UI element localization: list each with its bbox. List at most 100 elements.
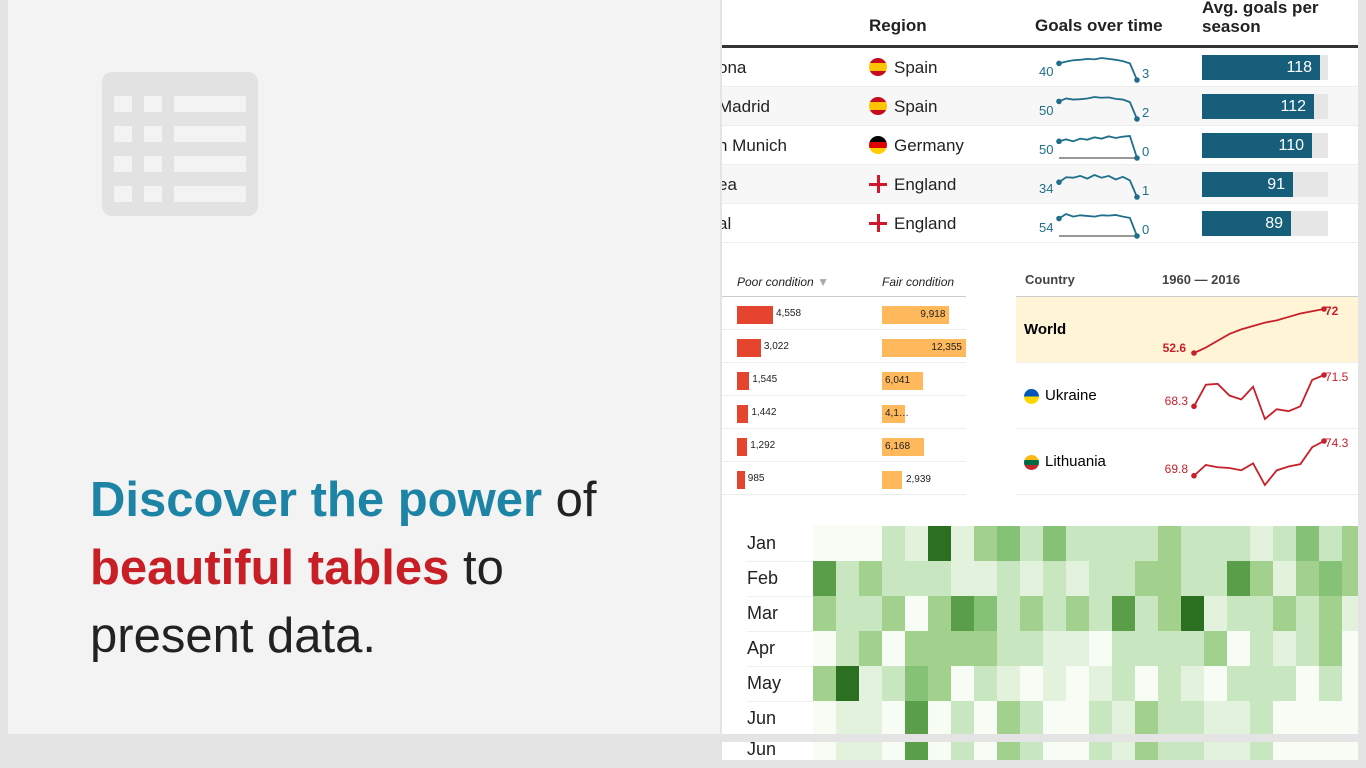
heatmap-cell[interactable] bbox=[882, 631, 905, 666]
heatmap-cell[interactable] bbox=[1135, 596, 1158, 631]
heatmap-cell[interactable] bbox=[882, 701, 905, 736]
heatmap-cell[interactable] bbox=[1273, 666, 1296, 701]
heatmap-cell[interactable] bbox=[928, 561, 951, 596]
heatmap-cell[interactable] bbox=[1181, 561, 1204, 596]
heatmap-cell[interactable] bbox=[1112, 596, 1135, 631]
heatmap-cell[interactable] bbox=[1043, 596, 1066, 631]
heatmap-cell[interactable] bbox=[1227, 561, 1250, 596]
heatmap-cell[interactable] bbox=[859, 701, 882, 736]
heatmap-cell[interactable] bbox=[1273, 631, 1296, 666]
heatmap-cell[interactable] bbox=[1319, 561, 1342, 596]
heatmap-cell[interactable] bbox=[928, 526, 951, 561]
heatmap-cell[interactable] bbox=[1158, 561, 1181, 596]
heatmap-cell[interactable] bbox=[1135, 631, 1158, 666]
heatmap-cell[interactable] bbox=[951, 631, 974, 666]
heatmap-cell[interactable] bbox=[859, 631, 882, 666]
heatmap-cell[interactable] bbox=[928, 596, 951, 631]
heatmap-cell[interactable] bbox=[1342, 526, 1358, 561]
heatmap-cell[interactable] bbox=[1020, 631, 1043, 666]
heatmap-cell[interactable] bbox=[1020, 596, 1043, 631]
heatmap-cell[interactable] bbox=[836, 666, 859, 701]
table-row[interactable]: 985 2,939 bbox=[722, 462, 966, 495]
heatmap-cell[interactable] bbox=[1158, 666, 1181, 701]
heatmap-cell[interactable] bbox=[997, 526, 1020, 561]
heatmap-cell[interactable] bbox=[1135, 561, 1158, 596]
heatmap-cell[interactable] bbox=[997, 701, 1020, 736]
heatmap-cell[interactable] bbox=[974, 631, 997, 666]
heatmap-cell[interactable] bbox=[1319, 526, 1342, 561]
heatmap-cell[interactable] bbox=[905, 631, 928, 666]
heatmap-cell[interactable] bbox=[1204, 631, 1227, 666]
heatmap-cell[interactable] bbox=[882, 526, 905, 561]
heatmap-cell[interactable] bbox=[1158, 526, 1181, 561]
table-row[interactable]: ea England 34 1 91 bbox=[722, 165, 1358, 204]
heatmap-cell[interactable] bbox=[974, 596, 997, 631]
heatmap-cell[interactable] bbox=[813, 596, 836, 631]
heatmap-cell[interactable] bbox=[1342, 596, 1358, 631]
heatmap-cell[interactable] bbox=[997, 666, 1020, 701]
heatmap-cell[interactable] bbox=[1273, 596, 1296, 631]
heatmap-cell[interactable] bbox=[1342, 631, 1358, 666]
heatmap-cell[interactable] bbox=[1319, 666, 1342, 701]
heatmap-cell[interactable] bbox=[1043, 701, 1066, 736]
heatmap-cell[interactable] bbox=[1204, 701, 1227, 736]
heatmap-cell[interactable] bbox=[836, 596, 859, 631]
heatmap-cell[interactable] bbox=[997, 561, 1020, 596]
heatmap-cell[interactable] bbox=[1135, 701, 1158, 736]
heatmap-cell[interactable] bbox=[882, 596, 905, 631]
sort-desc-icon[interactable]: ▼ bbox=[817, 275, 829, 289]
heatmap-cell[interactable] bbox=[1250, 526, 1273, 561]
heatmap-cell[interactable] bbox=[1227, 526, 1250, 561]
heatmap-cell[interactable] bbox=[1089, 526, 1112, 561]
heatmap-cell[interactable] bbox=[928, 666, 951, 701]
heatmap-cell[interactable] bbox=[813, 526, 836, 561]
heatmap-cell[interactable] bbox=[1181, 631, 1204, 666]
table-row[interactable]: Ukraine 68.3 71.5 bbox=[1016, 363, 1358, 429]
heatmap-cell[interactable] bbox=[1020, 701, 1043, 736]
heatmap-cell[interactable] bbox=[1112, 701, 1135, 736]
heatmap-cell[interactable] bbox=[1296, 526, 1319, 561]
heatmap-cell[interactable] bbox=[1273, 701, 1296, 736]
heatmap-cell[interactable] bbox=[1020, 526, 1043, 561]
heatmap-cell[interactable] bbox=[1089, 631, 1112, 666]
heatmap-cell[interactable] bbox=[1319, 631, 1342, 666]
heatmap-cell[interactable] bbox=[951, 526, 974, 561]
heatmap-cell[interactable] bbox=[1250, 666, 1273, 701]
heatmap-cell[interactable] bbox=[1020, 666, 1043, 701]
heatmap-cell[interactable] bbox=[1020, 561, 1043, 596]
heatmap-cell[interactable] bbox=[813, 561, 836, 596]
heatmap-cell[interactable] bbox=[1273, 561, 1296, 596]
heatmap-cell[interactable] bbox=[905, 561, 928, 596]
heatmap-cell[interactable] bbox=[905, 666, 928, 701]
heatmap-cell[interactable] bbox=[1066, 666, 1089, 701]
heatmap-cell[interactable] bbox=[1158, 596, 1181, 631]
heatmap-cell[interactable] bbox=[1135, 526, 1158, 561]
heatmap-cell[interactable] bbox=[1342, 666, 1358, 701]
heatmap-cell[interactable] bbox=[1043, 526, 1066, 561]
table-row[interactable]: 1,545 6,041 bbox=[722, 363, 966, 396]
heatmap-cell[interactable] bbox=[836, 631, 859, 666]
heatmap-cell[interactable] bbox=[997, 596, 1020, 631]
heatmap-cell[interactable] bbox=[1296, 631, 1319, 666]
heatmap-cell[interactable] bbox=[997, 631, 1020, 666]
heatmap-cell[interactable] bbox=[836, 701, 859, 736]
heatmap-cell[interactable] bbox=[1227, 596, 1250, 631]
heatmap-cell[interactable] bbox=[1158, 631, 1181, 666]
table-row[interactable]: 3,022 12,355 bbox=[722, 330, 966, 363]
heatmap-cell[interactable] bbox=[1066, 526, 1089, 561]
table-row[interactable]: al England 54 0 89 bbox=[722, 204, 1358, 243]
heatmap-cell[interactable] bbox=[1227, 701, 1250, 736]
table-row[interactable]: ona Spain 40 3 118 bbox=[722, 48, 1358, 87]
heatmap-cell[interactable] bbox=[1250, 596, 1273, 631]
table-row[interactable]: n Munich Germany 50 0 110 bbox=[722, 126, 1358, 165]
heatmap-cell[interactable] bbox=[1250, 701, 1273, 736]
heatmap-cell[interactable] bbox=[1089, 666, 1112, 701]
heatmap-cell[interactable] bbox=[1181, 526, 1204, 561]
heatmap-cell[interactable] bbox=[1296, 596, 1319, 631]
table-row[interactable]: Lithuania 69.8 74.3 bbox=[1016, 429, 1358, 495]
heatmap-cell[interactable] bbox=[1273, 526, 1296, 561]
heatmap-cell[interactable] bbox=[951, 701, 974, 736]
heatmap-cell[interactable] bbox=[1112, 561, 1135, 596]
heatmap-cell[interactable] bbox=[882, 666, 905, 701]
heatmap-cell[interactable] bbox=[1342, 561, 1358, 596]
